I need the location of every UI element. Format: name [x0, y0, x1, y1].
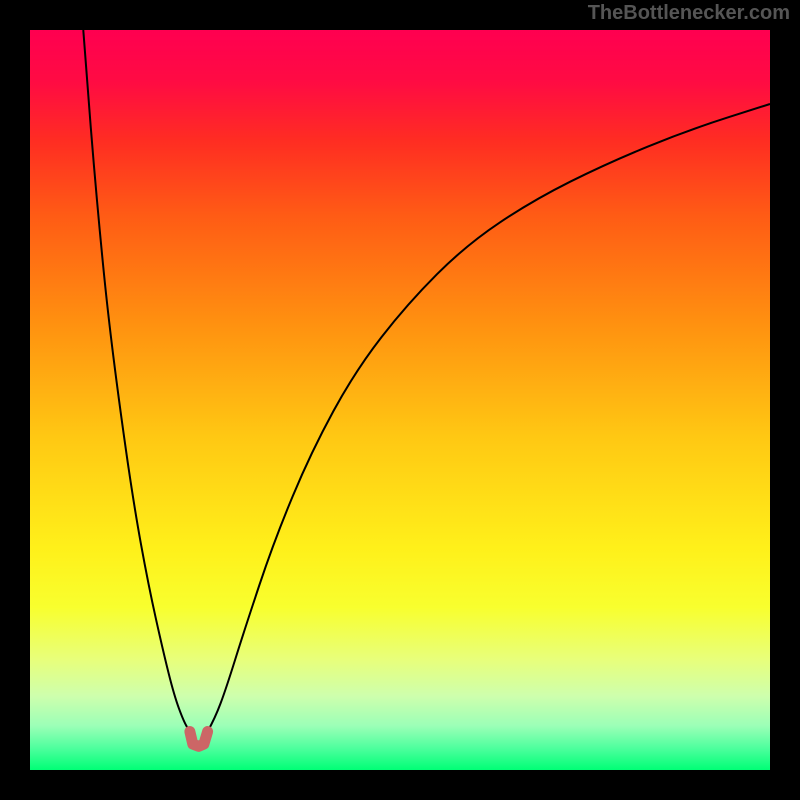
chart-svg: [0, 0, 800, 800]
bottleneck-chart: TheBottlenecker.com: [0, 0, 800, 800]
plot-background: [30, 30, 770, 770]
watermark-text: TheBottlenecker.com: [588, 2, 790, 25]
